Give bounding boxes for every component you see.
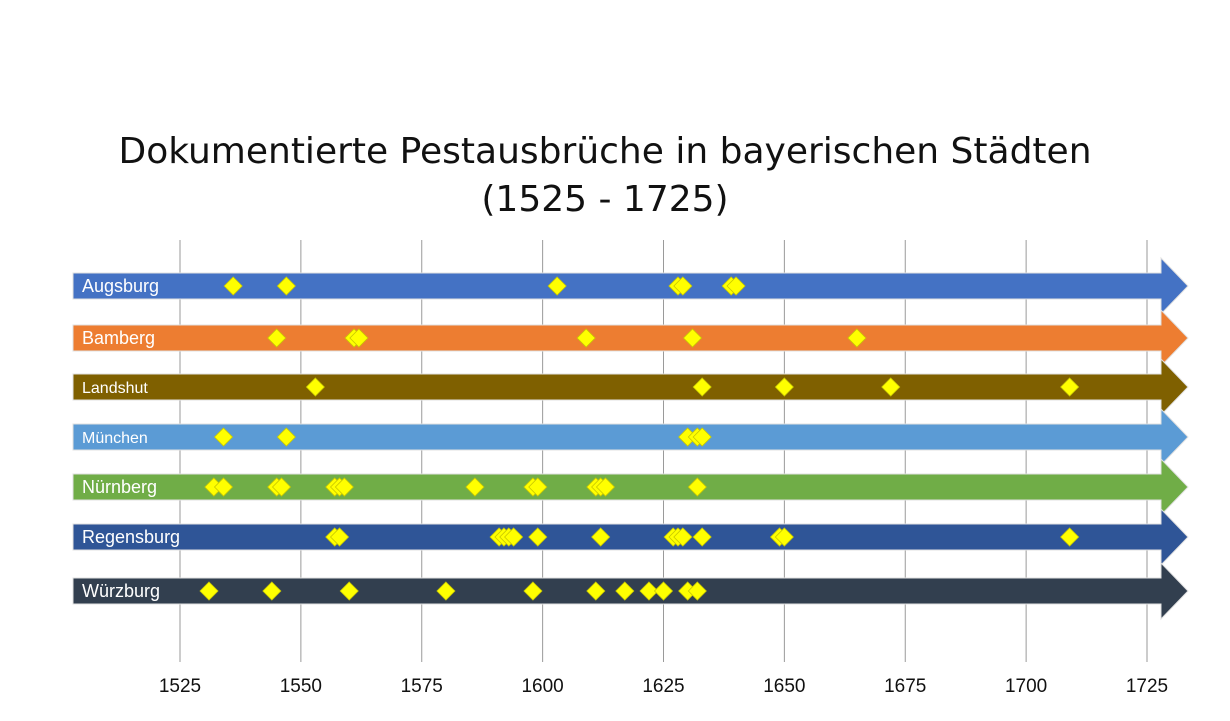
marker-landshut-1633-1 [692,377,712,397]
marker-nuernberg-1559-6 [334,477,354,497]
row-label-regensburg: Regensburg [82,527,180,547]
x-tick-label-1700: 1700 [1005,676,1047,697]
marker-regensburg-1709-14 [1060,527,1080,547]
marker-muenchen-1633-4 [692,427,712,447]
chart-title-main: Dokumentierte Pestausbrüche in bayerisch… [118,131,1092,172]
marker-wuerzburg-1598-4 [523,581,543,601]
arrow-bamberg [72,308,1189,368]
marker-regensburg-1599-6 [528,527,548,547]
x-tick-label-1725: 1725 [1126,676,1168,697]
marker-wuerzburg-1622-7 [639,581,659,601]
arrow-regensburg [72,507,1189,567]
x-tick-label-1550: 1550 [280,676,322,697]
arrow-augsburg [72,256,1189,316]
marker-wuerzburg-1611-5 [586,581,606,601]
marker-augsburg-1629-4 [673,276,693,296]
chart-title: Dokumentierte Pestausbrüche in bayerisch… [0,128,1210,224]
chart-subtitle: (1525 - 1725) [481,179,729,220]
marker-landshut-1650-2 [774,377,794,397]
marker-bamberg-1545-0 [267,328,287,348]
marker-nuernberg-1613-12 [595,477,616,497]
marker-muenchen-1547-1 [276,427,296,447]
marker-bamberg-1665-5 [847,328,867,348]
row-label-wuerzburg: Würzburg [82,581,160,601]
marker-landshut-1553-0 [305,377,325,397]
row-label-landshut: Landshut [82,380,148,397]
marker-wuerzburg-1580-3 [436,581,456,601]
marker-nuernberg-1546-3 [271,477,292,497]
marker-bamberg-1631-4 [682,328,703,348]
row-label-augsburg: Augsburg [82,276,159,296]
row-label-bamberg: Bamberg [82,328,155,348]
marker-landshut-1672-3 [881,377,901,397]
row-bamberg: Bamberg [72,308,1189,368]
marker-regensburg-1650-13 [774,527,794,547]
marker-augsburg-1603-2 [547,276,567,296]
arrow-landshut [72,357,1189,417]
marker-wuerzburg-1531-0 [199,581,219,601]
marker-regensburg-1558-1 [329,527,350,547]
x-tick-label-1625: 1625 [642,676,684,697]
x-tick-label-1575: 1575 [401,676,443,697]
x-tick-label-1600: 1600 [521,676,563,697]
marker-wuerzburg-1560-2 [339,581,359,601]
row-label-nuernberg: Nürnberg [82,477,157,497]
marker-regensburg-1612-7 [591,527,611,547]
marker-nuernberg-1534-1 [213,477,234,497]
row-regensburg: Regensburg [72,507,1189,567]
marker-augsburg-1536-0 [223,276,243,296]
row-augsburg: Augsburg [72,256,1189,316]
marker-nuernberg-1599-9 [528,477,548,497]
marker-muenchen-1534-0 [213,427,234,447]
marker-augsburg-1547-1 [276,276,296,296]
marker-landshut-1709-4 [1060,377,1080,397]
marker-bamberg-1609-3 [576,328,596,348]
x-tick-label-1650: 1650 [763,676,805,697]
row-wuerzburg: Würzburg [72,561,1189,621]
marker-nuernberg-1586-7 [465,477,485,497]
row-muenchen: München [72,407,1189,467]
marker-wuerzburg-1625-8 [653,581,674,601]
row-nuernberg: Nürnberg [72,457,1189,517]
marker-bamberg-1562-2 [349,328,369,348]
marker-augsburg-1640-6 [726,276,746,296]
marker-regensburg-1633-11 [692,527,712,547]
marker-wuerzburg-1617-6 [615,581,635,601]
row-label-muenchen: München [82,430,148,447]
marker-nuernberg-1632-13 [687,477,707,497]
arrow-muenchen [72,407,1189,467]
marker-wuerzburg-1632-10 [687,581,707,601]
marker-regensburg-1594-5 [504,527,524,547]
marker-regensburg-1629-10 [673,527,693,547]
row-landshut: Landshut [72,357,1189,417]
x-tick-label-1525: 1525 [159,676,201,697]
x-tick-label-1675: 1675 [884,676,926,697]
marker-wuerzburg-1544-1 [262,581,282,601]
x-axis-ticks: 1525 1550 1575 1600 1625 1650 1675 1700 1725 [159,676,1168,697]
arrow-nuernberg [72,457,1189,517]
city-rows: Augsburg Bamberg Landshut München Nürnberg Re… [72,256,1189,621]
